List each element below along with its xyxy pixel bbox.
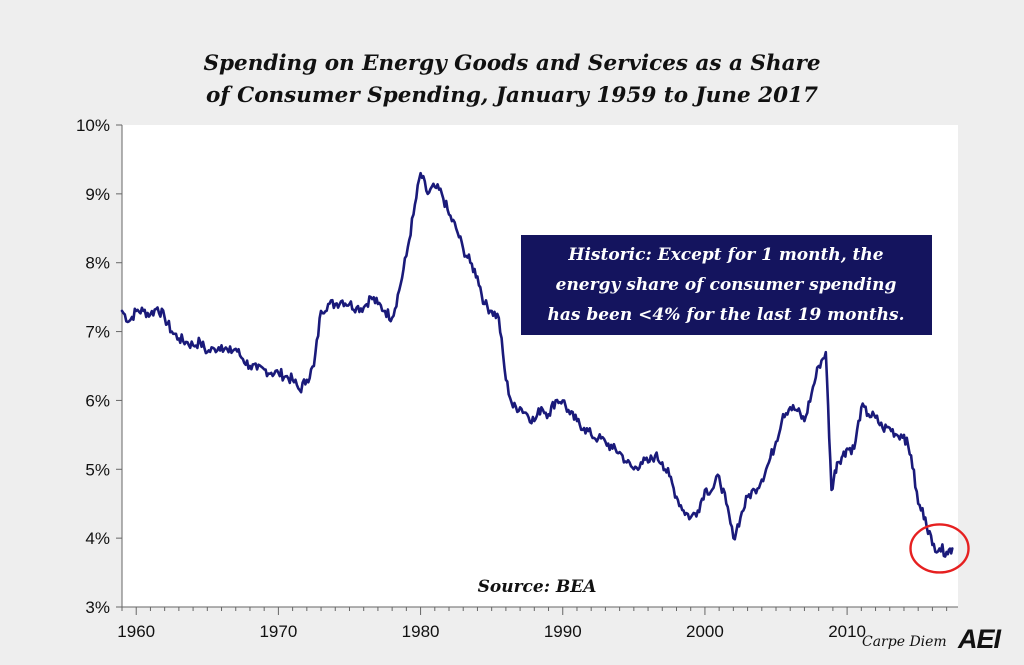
- y-tick-label: 7%: [85, 323, 110, 342]
- y-tick-label: 6%: [85, 391, 110, 410]
- highlight-circle: [909, 523, 970, 574]
- y-tick-label: 10%: [76, 116, 110, 135]
- aei-logo: AEI: [957, 624, 1003, 654]
- y-tick-label: 4%: [85, 529, 110, 548]
- x-tick-label: 2000: [686, 622, 724, 641]
- aei-logo-text: AEI: [957, 624, 1002, 654]
- y-tick-label: 3%: [85, 598, 110, 617]
- source-label: Source: BEA: [478, 577, 597, 597]
- annotation-box: [521, 235, 932, 335]
- axis-ticks: 3% 4% 5% 6% 7% 8% 9% 10% 1960 1970 1980 1990 2000 201…: [76, 116, 948, 641]
- x-tick-label: 1980: [402, 622, 440, 641]
- x-tick-label: 1990: [544, 622, 582, 641]
- brand-tagline: Carpe Diem: [862, 634, 947, 650]
- series-line: [120, 171, 954, 558]
- annotation-line-1: Historic: Except for 1 month, the: [567, 245, 883, 265]
- y-tick-label: 5%: [85, 460, 110, 479]
- y-tick-label: 8%: [85, 254, 110, 273]
- x-tick-label: 1960: [117, 622, 155, 641]
- x-tick-label: 2010: [828, 622, 866, 641]
- chart-title-line-1: Spending on Energy Goods and Services as…: [203, 51, 821, 76]
- chart-title-line-2: of Consumer Spending, January 1959 to Ju…: [206, 83, 818, 108]
- annotation-line-3: has been <4% for the last 19 months.: [547, 305, 904, 325]
- annotation-line-2: energy share of consumer spending: [556, 275, 897, 295]
- y-tick-label: 9%: [85, 185, 110, 204]
- x-tick-label: 1970: [259, 622, 297, 641]
